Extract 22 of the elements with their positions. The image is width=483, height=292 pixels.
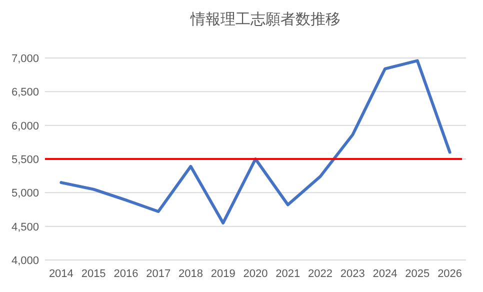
y-tick-label: 5,000: [11, 188, 39, 200]
x-tick-label: 2020: [243, 268, 268, 280]
x-tick-label: 2016: [114, 268, 138, 280]
x-tick-label: 2025: [405, 268, 430, 280]
chart-title: 情報理工志願者数推移: [190, 11, 340, 28]
x-tick-label: 2023: [340, 268, 365, 280]
x-tick-label: 2018: [178, 268, 203, 280]
y-tick-label: 6,500: [11, 86, 39, 99]
x-tick-label: 2014: [48, 268, 74, 280]
x-tick-label: 2024: [372, 268, 398, 280]
y-tick-label: 7,000: [11, 53, 39, 65]
x-tick-label: 2021: [276, 268, 300, 280]
x-tick-label: 2026: [438, 268, 462, 280]
x-tick-label: 2022: [308, 268, 333, 280]
x-tick-label: 2017: [146, 268, 171, 280]
line-series: [60, 59, 452, 224]
y-tick-label: 4,500: [11, 221, 39, 234]
y-tick-label: 6,000: [11, 120, 39, 132]
y-tick-label: 5,500: [11, 154, 39, 166]
x-tick-label: 2019: [210, 268, 236, 280]
y-tick-label: 4,000: [11, 255, 39, 267]
x-tick-label: 2015: [81, 268, 106, 280]
